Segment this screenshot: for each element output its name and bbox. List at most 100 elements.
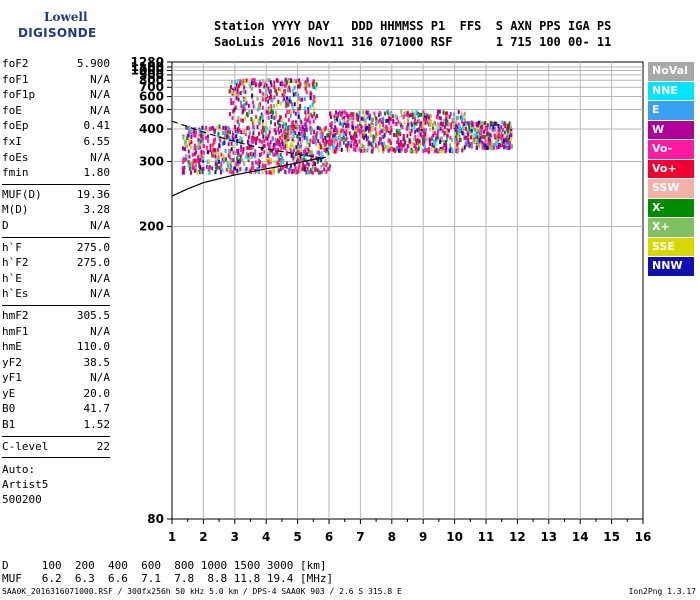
echo-point (206, 159, 209, 164)
echo-point (236, 156, 239, 161)
echo-point (261, 105, 264, 110)
echo-point (344, 110, 347, 115)
echo-point (292, 109, 295, 114)
echo-point (248, 110, 251, 115)
echo-point (200, 149, 203, 154)
echo-point (427, 115, 430, 120)
echo-point (200, 154, 203, 159)
echo-point (465, 138, 468, 143)
echo-point (350, 116, 353, 121)
echo-point (469, 121, 472, 126)
echo-point (340, 147, 343, 152)
echo-point (197, 170, 200, 175)
echo-point (218, 144, 221, 149)
echo-point (351, 112, 354, 117)
echo-point (471, 123, 474, 128)
echo-point (502, 144, 505, 149)
echo-point (442, 139, 445, 144)
echo-point (304, 106, 307, 111)
echo-point (477, 139, 480, 144)
echo-point (278, 157, 281, 162)
echo-point (199, 158, 202, 163)
muf-row: MUF 6.2 6.3 6.6 7.1 7.8 8.8 11.8 19.4 [M… (2, 572, 333, 585)
echo-point (339, 143, 342, 148)
echo-point (483, 121, 486, 126)
echo-point (328, 134, 331, 139)
echo-point (335, 131, 338, 136)
echo-point (248, 82, 251, 87)
echo-point (342, 132, 345, 137)
echo-point (354, 148, 357, 153)
echo-point (303, 135, 306, 140)
echo-point (418, 118, 421, 123)
echo-point (394, 148, 397, 153)
echo-point (232, 100, 235, 105)
echo-point (275, 91, 278, 96)
echo-point (185, 125, 188, 130)
echo-point (261, 114, 264, 119)
echo-point (406, 118, 409, 123)
echo-point (292, 92, 295, 97)
echo-point (224, 136, 227, 141)
echo-point (346, 114, 349, 119)
echo-point (272, 170, 275, 175)
echo-point (339, 112, 342, 117)
echo-point (443, 131, 446, 136)
echo-point (198, 160, 201, 165)
echo-point (217, 151, 220, 156)
echo-point (247, 135, 250, 140)
echo-point (287, 133, 290, 138)
echo-point (286, 130, 289, 135)
echo-point (270, 108, 273, 113)
echo-point (222, 130, 225, 135)
echo-point (358, 132, 361, 137)
echo-point (298, 159, 301, 164)
echo-point (190, 161, 193, 166)
echo-point (441, 136, 444, 141)
echo-point (306, 140, 309, 145)
echo-point (261, 170, 264, 175)
echo-point (296, 149, 299, 154)
echo-point (369, 124, 372, 129)
echo-point (509, 125, 512, 130)
echo-point (445, 147, 448, 152)
echo-point (230, 167, 233, 172)
echo-point (332, 131, 335, 136)
echo-point (305, 135, 308, 140)
echo-point (185, 154, 188, 159)
echo-point (275, 110, 278, 115)
echo-point (355, 128, 358, 133)
echo-point (285, 164, 288, 169)
echo-point (367, 127, 370, 132)
echo-point (242, 104, 245, 109)
echo-point (270, 148, 273, 153)
echo-point (305, 152, 308, 157)
echo-point (476, 131, 479, 136)
echo-point (366, 135, 369, 140)
echo-point (239, 81, 242, 86)
echo-point (293, 154, 296, 159)
echo-point (268, 167, 271, 172)
echo-point (213, 128, 216, 133)
echo-point (260, 90, 263, 95)
param-row: h`F 275.0 (2, 240, 110, 256)
polarization-legend: NoVal NNE E W Vo- Vo+ SSW X- X+ SSE NNW (648, 62, 694, 277)
echo-point (383, 141, 386, 146)
echo-point (457, 131, 460, 136)
echo-point (269, 80, 272, 85)
echo-point (404, 140, 407, 145)
echo-point (322, 162, 325, 167)
echo-point (450, 125, 453, 130)
echo-point (425, 116, 428, 121)
echo-point (315, 141, 318, 146)
echo-point (183, 140, 186, 145)
echo-point (215, 166, 218, 171)
echo-point (323, 147, 326, 152)
echo-point (232, 158, 235, 163)
echo-point (245, 101, 248, 106)
y-tick-label: 700 (139, 80, 164, 94)
echo-point (435, 147, 438, 152)
echo-point (250, 154, 253, 159)
y-tick-label: 500 (139, 103, 164, 117)
echo-point (420, 124, 423, 129)
